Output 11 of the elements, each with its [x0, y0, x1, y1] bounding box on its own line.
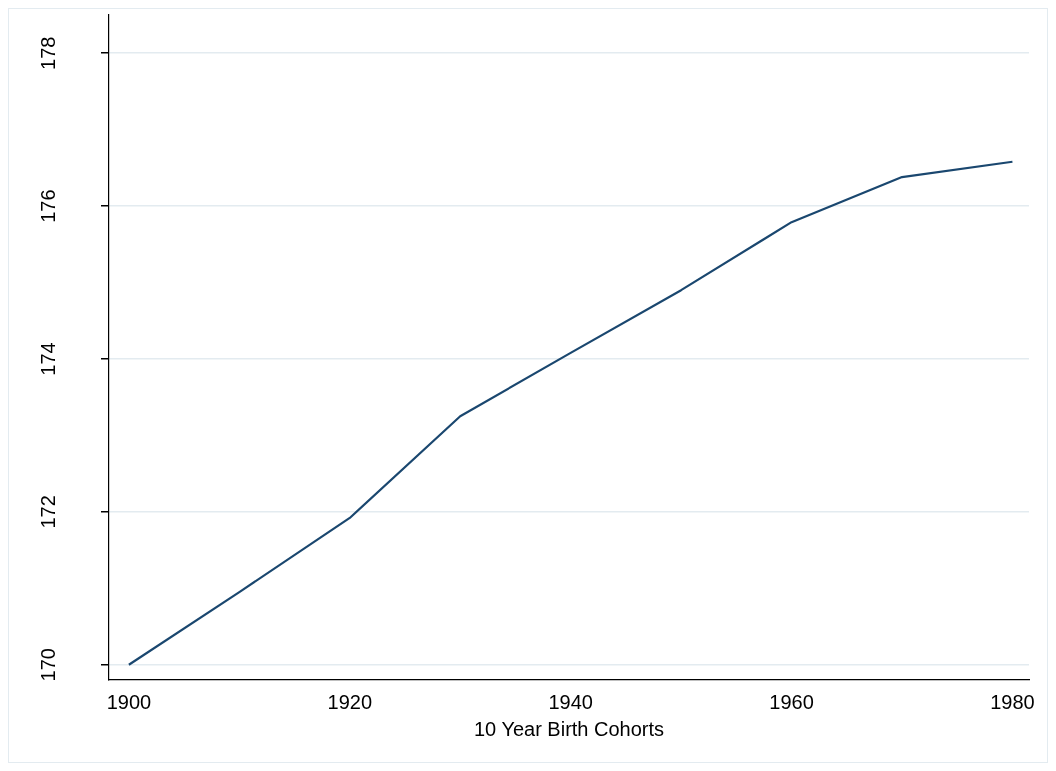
y-tick-label: 172	[36, 495, 59, 529]
x-tick-label: 1940	[548, 690, 593, 713]
x-tick-label: 1900	[106, 690, 152, 713]
x-tick-label: 1960	[769, 690, 814, 713]
x-axis-title: 10 Year Birth Cohorts	[473, 717, 665, 740]
y-tick-label: 178	[36, 36, 59, 70]
y-tick-label: 176	[36, 189, 59, 223]
x-tick-label: 1920	[327, 690, 373, 713]
x-tick-label: 1980	[990, 690, 1035, 713]
y-tick-label: 174	[36, 342, 59, 376]
y-tick-label: 170	[36, 648, 59, 682]
